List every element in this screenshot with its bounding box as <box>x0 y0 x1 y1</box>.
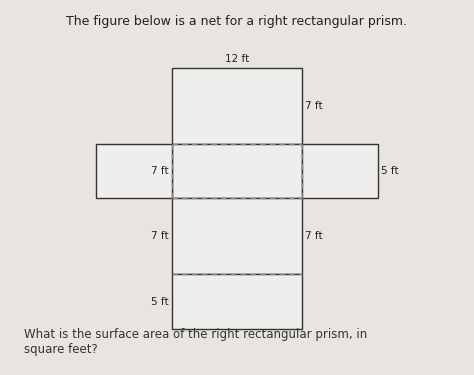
Text: The figure below is a net for a right rectangular prism.: The figure below is a net for a right re… <box>66 15 408 28</box>
Text: 5 ft: 5 ft <box>151 297 169 306</box>
Text: What is the surface area of the right rectangular prism, in
square feet?: What is the surface area of the right re… <box>24 328 367 356</box>
Text: 5 ft: 5 ft <box>382 166 399 176</box>
Text: 7 ft: 7 ft <box>151 166 169 176</box>
Text: 7 ft: 7 ft <box>305 101 323 111</box>
Text: 7 ft: 7 ft <box>305 231 323 242</box>
Bar <box>302 144 378 198</box>
Text: 12 ft: 12 ft <box>225 54 249 64</box>
Bar <box>96 144 172 198</box>
Bar <box>172 68 302 144</box>
Bar <box>172 144 302 198</box>
Bar <box>172 274 302 329</box>
Bar <box>172 198 302 274</box>
Text: 7 ft: 7 ft <box>151 231 169 242</box>
